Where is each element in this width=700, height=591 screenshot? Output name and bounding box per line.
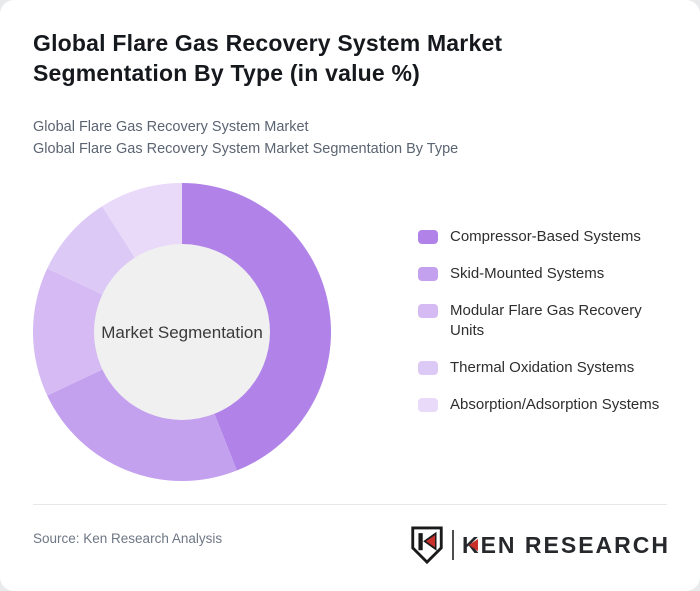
legend-label: Compressor-Based Systems [450,228,641,245]
donut-center-hole [94,244,270,420]
chart-subtitle-1: Global Flare Gas Recovery System Market [33,119,309,135]
legend-swatch [418,304,438,318]
page-title: Global Flare Gas Recovery System Market … [33,28,502,88]
legend-item[interactable]: Absorption/Adsorption Systems [418,395,668,415]
chart-subtitle-2: Global Flare Gas Recovery System Market … [33,141,459,157]
legend-item[interactable]: Thermal Oxidation Systems [418,358,668,378]
ken-research-logo: KEN RESEARCH [409,526,670,564]
brand-name: KEN RESEARCH [461,531,670,558]
chart-subtitles: Global Flare Gas Recovery System Market … [33,116,458,160]
page-title-line-1: Global Flare Gas Recovery System Market [33,30,503,56]
legend-label: Modular Flare Gas Recovery Units [450,302,642,339]
donut-chart: Market Segmentation [32,182,332,482]
source-note: Source: Ken Research Analysis [33,531,223,546]
chart-legend: Compressor-Based Systems Skid-Mounted Sys… [418,227,668,432]
logo-shield-icon [411,526,443,564]
legend-swatch [418,361,438,375]
footer-divider [33,504,667,505]
page-title-line-2: Segmentation By Type (in value %) [33,60,421,86]
legend-item[interactable]: Modular Flare Gas Recovery Units [418,301,668,341]
legend-swatch [418,267,438,281]
logo-red-triangle-icon [468,539,478,551]
legend-label: Thermal Oxidation Systems [450,359,635,376]
legend-item[interactable]: Skid-Mounted Systems [418,264,668,284]
legend-label: Absorption/Adsorption Systems [450,396,660,413]
legend-swatch [418,230,438,244]
legend-label: Skid-Mounted Systems [450,265,605,282]
donut-center-label: Market Segmentation [101,323,263,342]
logo-wordmark: KEN RESEARCH [462,532,670,559]
legend-swatch [418,398,438,412]
legend-item[interactable]: Compressor-Based Systems [418,227,668,247]
logo-divider [451,530,454,560]
